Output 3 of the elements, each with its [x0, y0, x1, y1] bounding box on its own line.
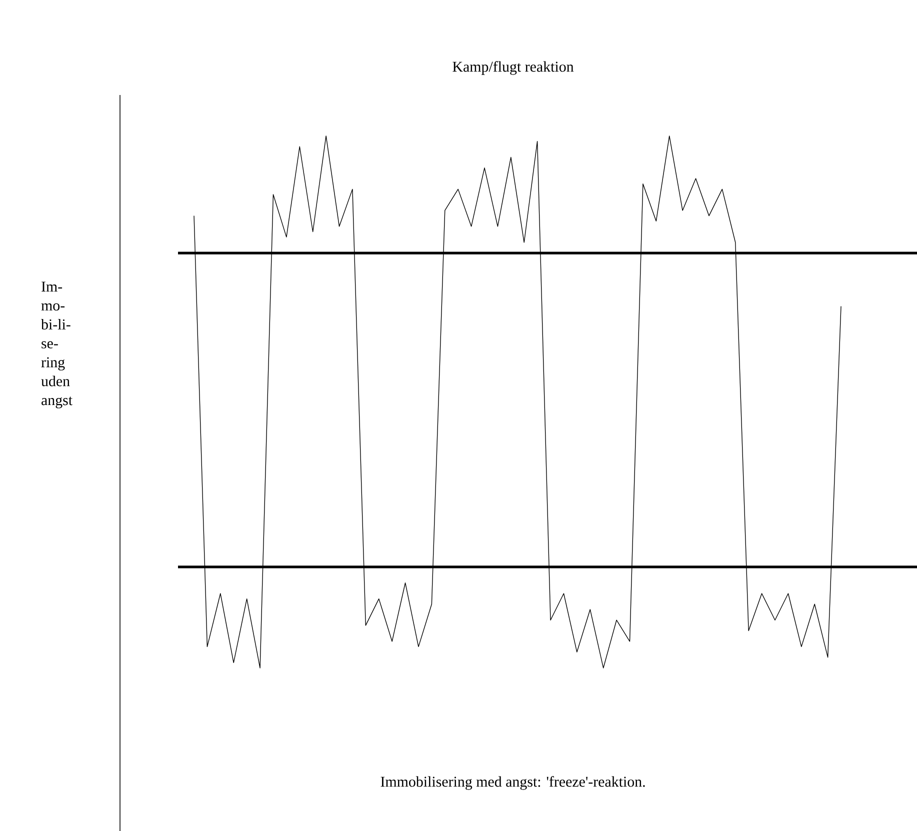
chart-title: Kamp/flugt reaktion: [452, 61, 574, 75]
text: Immobilisering med angst: 'freeze'-reaktion.: [380, 776, 645, 790]
text: Im-mo-bi-li-se-ring uden angst: [41, 282, 72, 408]
